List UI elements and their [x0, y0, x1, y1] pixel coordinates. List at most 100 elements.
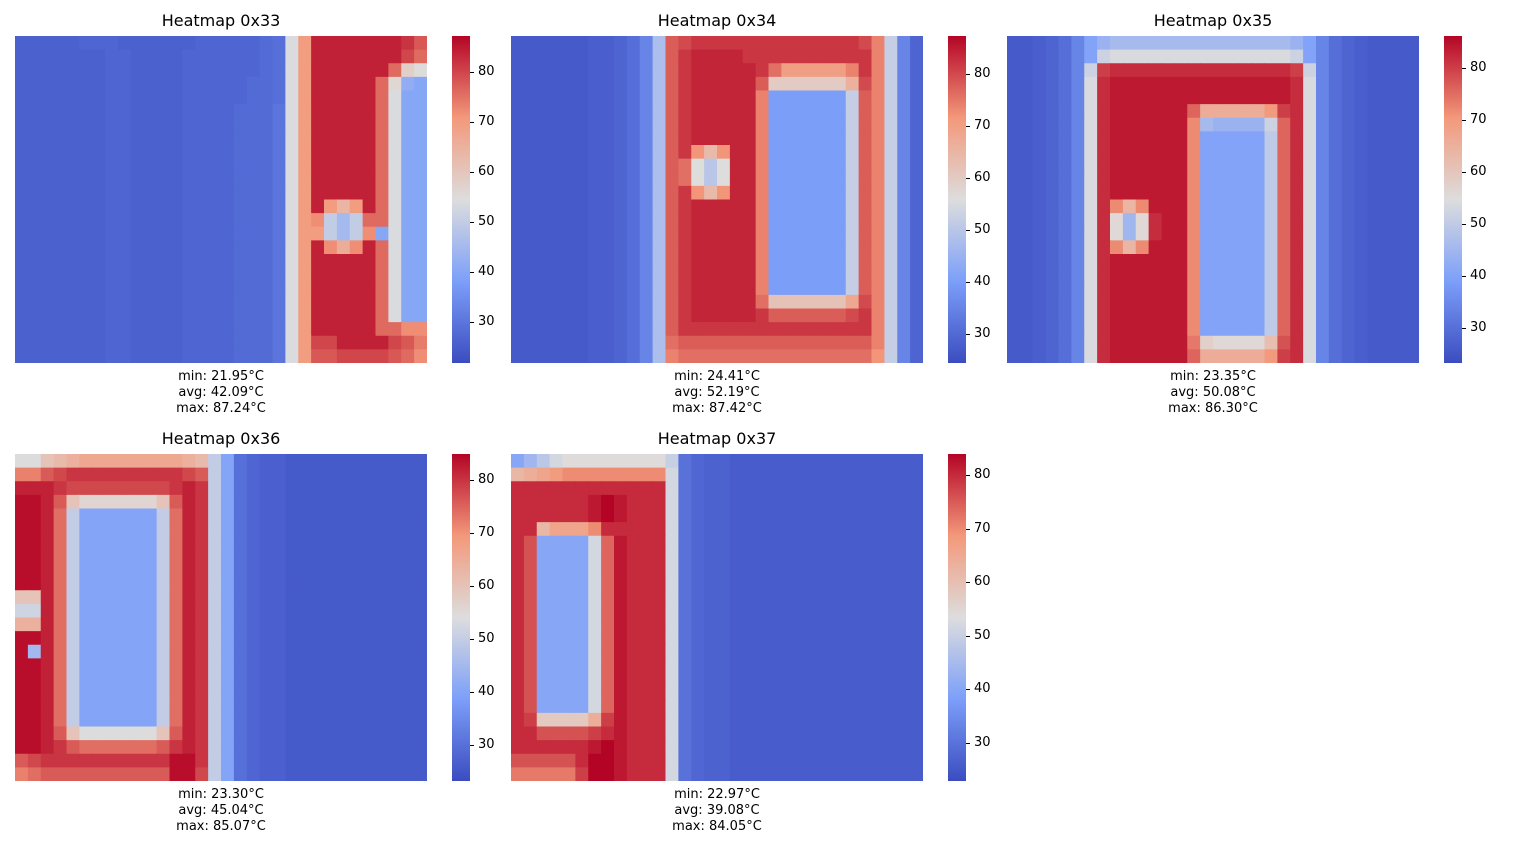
- heatmap-cell: [53, 617, 68, 632]
- heatmap-cell: [15, 576, 29, 591]
- heatmap-cell: [156, 131, 171, 146]
- heatmap-cell: [40, 213, 55, 228]
- heatmap-cell: [601, 294, 615, 310]
- heatmap-cell: [742, 535, 757, 550]
- heatmap-cell: [781, 117, 795, 132]
- heatmap-cell: [401, 158, 415, 173]
- heatmap-cell: [79, 90, 93, 105]
- heatmap-cell: [298, 617, 312, 632]
- heatmap-cell: [729, 740, 744, 755]
- heatmap-cell: [105, 590, 119, 605]
- heatmap-cell: [27, 563, 42, 578]
- heatmap-cell: [832, 644, 847, 659]
- heatmap-cell: [523, 254, 538, 269]
- heatmap-cell: [259, 467, 274, 482]
- heatmap-cell: [401, 644, 415, 659]
- heatmap-cell: [1110, 281, 1124, 296]
- heatmap-cell: [92, 267, 106, 282]
- heatmap-cell: [1148, 131, 1163, 146]
- heatmap-cell: [871, 90, 885, 105]
- heatmap-cell: [729, 712, 744, 728]
- heatmap-cell: [601, 658, 615, 673]
- heatmap-cell: [375, 631, 389, 646]
- heatmap-cell: [614, 172, 628, 187]
- heatmap-cell: [1122, 267, 1137, 282]
- heatmap-cell: [729, 617, 744, 632]
- heatmap-cell: [105, 213, 119, 228]
- heatmap-cell: [1251, 294, 1266, 310]
- heatmap-cell: [884, 481, 898, 496]
- heatmap-cell: [388, 172, 402, 187]
- heatmap-cell: [1200, 131, 1214, 146]
- heatmap-cell: [832, 467, 847, 482]
- heatmap-cell: [208, 658, 222, 673]
- colorbar-ticks: 30 40 50 60 70 80: [1462, 36, 1512, 363]
- heatmap-cell: [1264, 145, 1278, 160]
- heatmap-cell: [562, 158, 576, 173]
- heatmap-cell: [105, 603, 119, 619]
- heatmap-cell: [92, 576, 106, 591]
- heatmap-cell: [768, 494, 782, 510]
- heatmap-cell: [639, 254, 654, 269]
- heatmap-cell: [704, 158, 718, 173]
- heatmap-cell: [169, 349, 183, 363]
- heatmap-cell: [40, 494, 55, 510]
- heatmap-cell: [768, 753, 782, 768]
- heatmap-cell: [1367, 254, 1381, 269]
- heatmap-cell: [691, 63, 705, 78]
- heatmap-cell: [233, 76, 248, 92]
- heatmap-cell: [884, 467, 898, 482]
- heatmap-cell: [549, 699, 564, 714]
- heatmap-cell: [884, 158, 898, 173]
- heatmap-cell: [910, 603, 923, 619]
- heatmap-cell: [182, 549, 196, 564]
- heatmap-cell: [832, 199, 847, 214]
- colorbar-tick-label: 80: [966, 468, 991, 482]
- heatmap-cell: [562, 767, 576, 781]
- heatmap-cell: [549, 49, 564, 64]
- heatmap-cell: [182, 49, 196, 64]
- heatmap-cell: [208, 117, 222, 132]
- heatmap-cell: [820, 335, 834, 350]
- heatmap-cell: [53, 712, 68, 728]
- heatmap-cell: [717, 454, 731, 469]
- heatmap-cell: [807, 335, 821, 350]
- heatmap-cell: [1161, 49, 1175, 64]
- heatmap-cell: [40, 454, 55, 469]
- heatmap-cell: [195, 240, 209, 255]
- heatmap-cell: [845, 294, 860, 310]
- heatmap-cell: [614, 617, 628, 632]
- heatmap-cell: [92, 740, 106, 755]
- heatmap-cell: [832, 672, 847, 687]
- heatmap-cell: [130, 549, 145, 564]
- heatmap-cell: [652, 590, 667, 605]
- heatmap-cell: [639, 281, 654, 296]
- heatmap-cell: [536, 117, 551, 132]
- heatmap-cell: [362, 699, 377, 714]
- heatmap-cell: [246, 726, 261, 741]
- heatmap-cell: [1354, 36, 1369, 51]
- heatmap-cell: [105, 90, 119, 105]
- heatmap-cell: [53, 199, 68, 214]
- heatmap-cell: [755, 576, 770, 591]
- heatmap-cell: [1135, 226, 1150, 241]
- heatmap-cell: [588, 294, 602, 310]
- heatmap-cell: [678, 36, 692, 51]
- heatmap-cell: [221, 753, 235, 768]
- heatmap-cell: [1251, 213, 1266, 228]
- heatmap-cell: [195, 213, 209, 228]
- heatmap-cell: [910, 590, 923, 605]
- heatmap-cell: [614, 226, 628, 241]
- heatmap-cell: [704, 199, 718, 214]
- heatmap-cell: [742, 349, 757, 363]
- heatmap-cell: [665, 349, 679, 363]
- heatmap-cell: [845, 563, 860, 578]
- heatmap-cell: [1341, 76, 1356, 92]
- heatmap-cell: [523, 535, 538, 550]
- heatmap-cell: [704, 631, 718, 646]
- heatmap-cell: [1071, 267, 1085, 282]
- heatmap-cell: [871, 617, 885, 632]
- heatmap-cell: [807, 76, 821, 92]
- heatmap-cell: [182, 308, 196, 323]
- heatmap-cell: [781, 753, 795, 768]
